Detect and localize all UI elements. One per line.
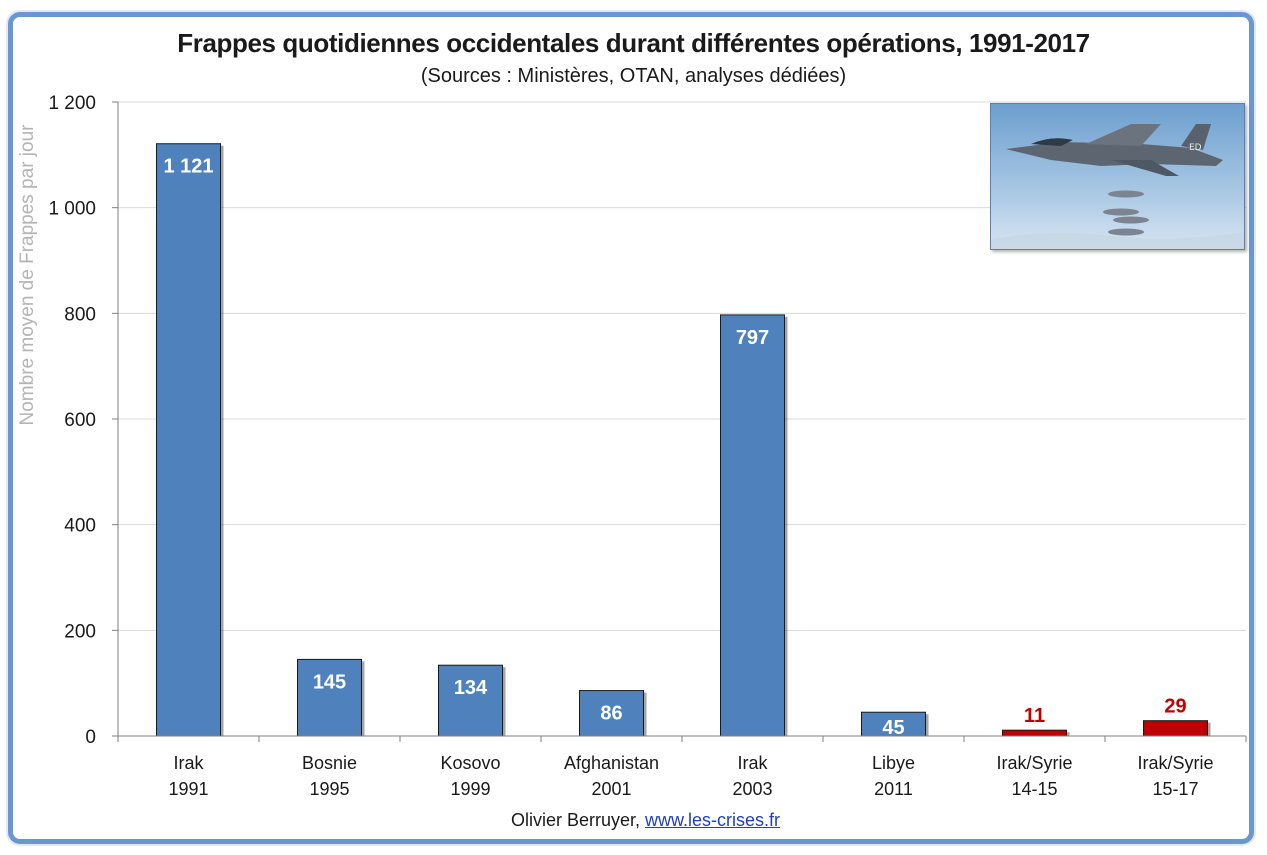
x-tick-label: 1995 bbox=[309, 779, 349, 799]
bomb-icons bbox=[1103, 190, 1149, 236]
value-label: 145 bbox=[313, 671, 346, 693]
bar bbox=[156, 143, 221, 737]
bar bbox=[579, 690, 644, 737]
x-tick-label: 1991 bbox=[168, 779, 208, 799]
x-tick-label: Irak bbox=[173, 753, 204, 773]
value-label: 86 bbox=[600, 703, 622, 725]
bar bbox=[297, 658, 362, 737]
x-tick-label: Irak/Syrie bbox=[1137, 753, 1213, 773]
x-tick-label: 2011 bbox=[874, 779, 913, 799]
bars bbox=[156, 143, 1211, 737]
y-tick-label: 1 200 bbox=[48, 93, 96, 114]
svg-text:ED: ED bbox=[1189, 143, 1202, 153]
value-label: 134 bbox=[454, 677, 488, 699]
bar bbox=[1143, 720, 1208, 737]
author-name: Olivier Berruyer, bbox=[510, 810, 640, 830]
x-tick-label: 15-17 bbox=[1152, 779, 1198, 799]
jet-icon: ED bbox=[1006, 124, 1223, 176]
value-label: 797 bbox=[736, 327, 769, 349]
y-axis-ticks: 0 200 400 600 800 1 000 1 200 bbox=[48, 93, 118, 748]
x-tick-label: 1999 bbox=[450, 779, 490, 799]
bar bbox=[1002, 729, 1067, 737]
value-labels: 1 121 145 134 86 797 45 11 29 bbox=[163, 156, 1186, 739]
bar bbox=[438, 664, 503, 737]
y-tick-label: 600 bbox=[64, 410, 96, 431]
y-tick-label: 400 bbox=[64, 516, 96, 537]
bar bbox=[720, 314, 785, 737]
y-tick-label: 0 bbox=[85, 727, 96, 748]
chart-frame bbox=[8, 12, 1254, 844]
x-tick-label: 2003 bbox=[732, 779, 772, 799]
x-tick-label: 2001 bbox=[591, 779, 631, 799]
x-tick-label: Irak/Syrie bbox=[996, 753, 1072, 773]
x-tick-label: Kosovo bbox=[440, 753, 500, 773]
x-tick-label: 14-15 bbox=[1011, 779, 1057, 799]
y-tick-label: 200 bbox=[64, 621, 96, 642]
gridlines bbox=[118, 101, 1246, 631]
value-label: 45 bbox=[882, 717, 904, 739]
x-tick-label: Libye bbox=[872, 753, 915, 773]
x-tick-label: Irak bbox=[737, 753, 768, 773]
x-tick-label: Afghanistan bbox=[564, 753, 659, 773]
credit-line: Olivier Berruyer, www.les-crises.fr bbox=[0, 810, 1267, 831]
y-tick-label: 800 bbox=[64, 304, 96, 325]
x-tick-label: Bosnie bbox=[302, 753, 357, 773]
fighter-jet-photo: ED bbox=[990, 103, 1245, 250]
value-label: 1 121 bbox=[163, 156, 213, 178]
y-tick-label: 1 000 bbox=[48, 199, 96, 220]
source-link[interactable]: www.les-crises.fr bbox=[645, 810, 781, 830]
chart-title: Frappes quotidiennes occidentales durant… bbox=[177, 28, 1090, 58]
value-label: 29 bbox=[1164, 696, 1186, 718]
value-label: 11 bbox=[1024, 705, 1045, 727]
x-axis: Irak 1991 Bosnie 1995 Kosovo 1999 Afghanistan 2… bbox=[117, 102, 1247, 799]
chart-subtitle: (Sources : Ministères, OTAN, analyses dé… bbox=[420, 65, 847, 87]
